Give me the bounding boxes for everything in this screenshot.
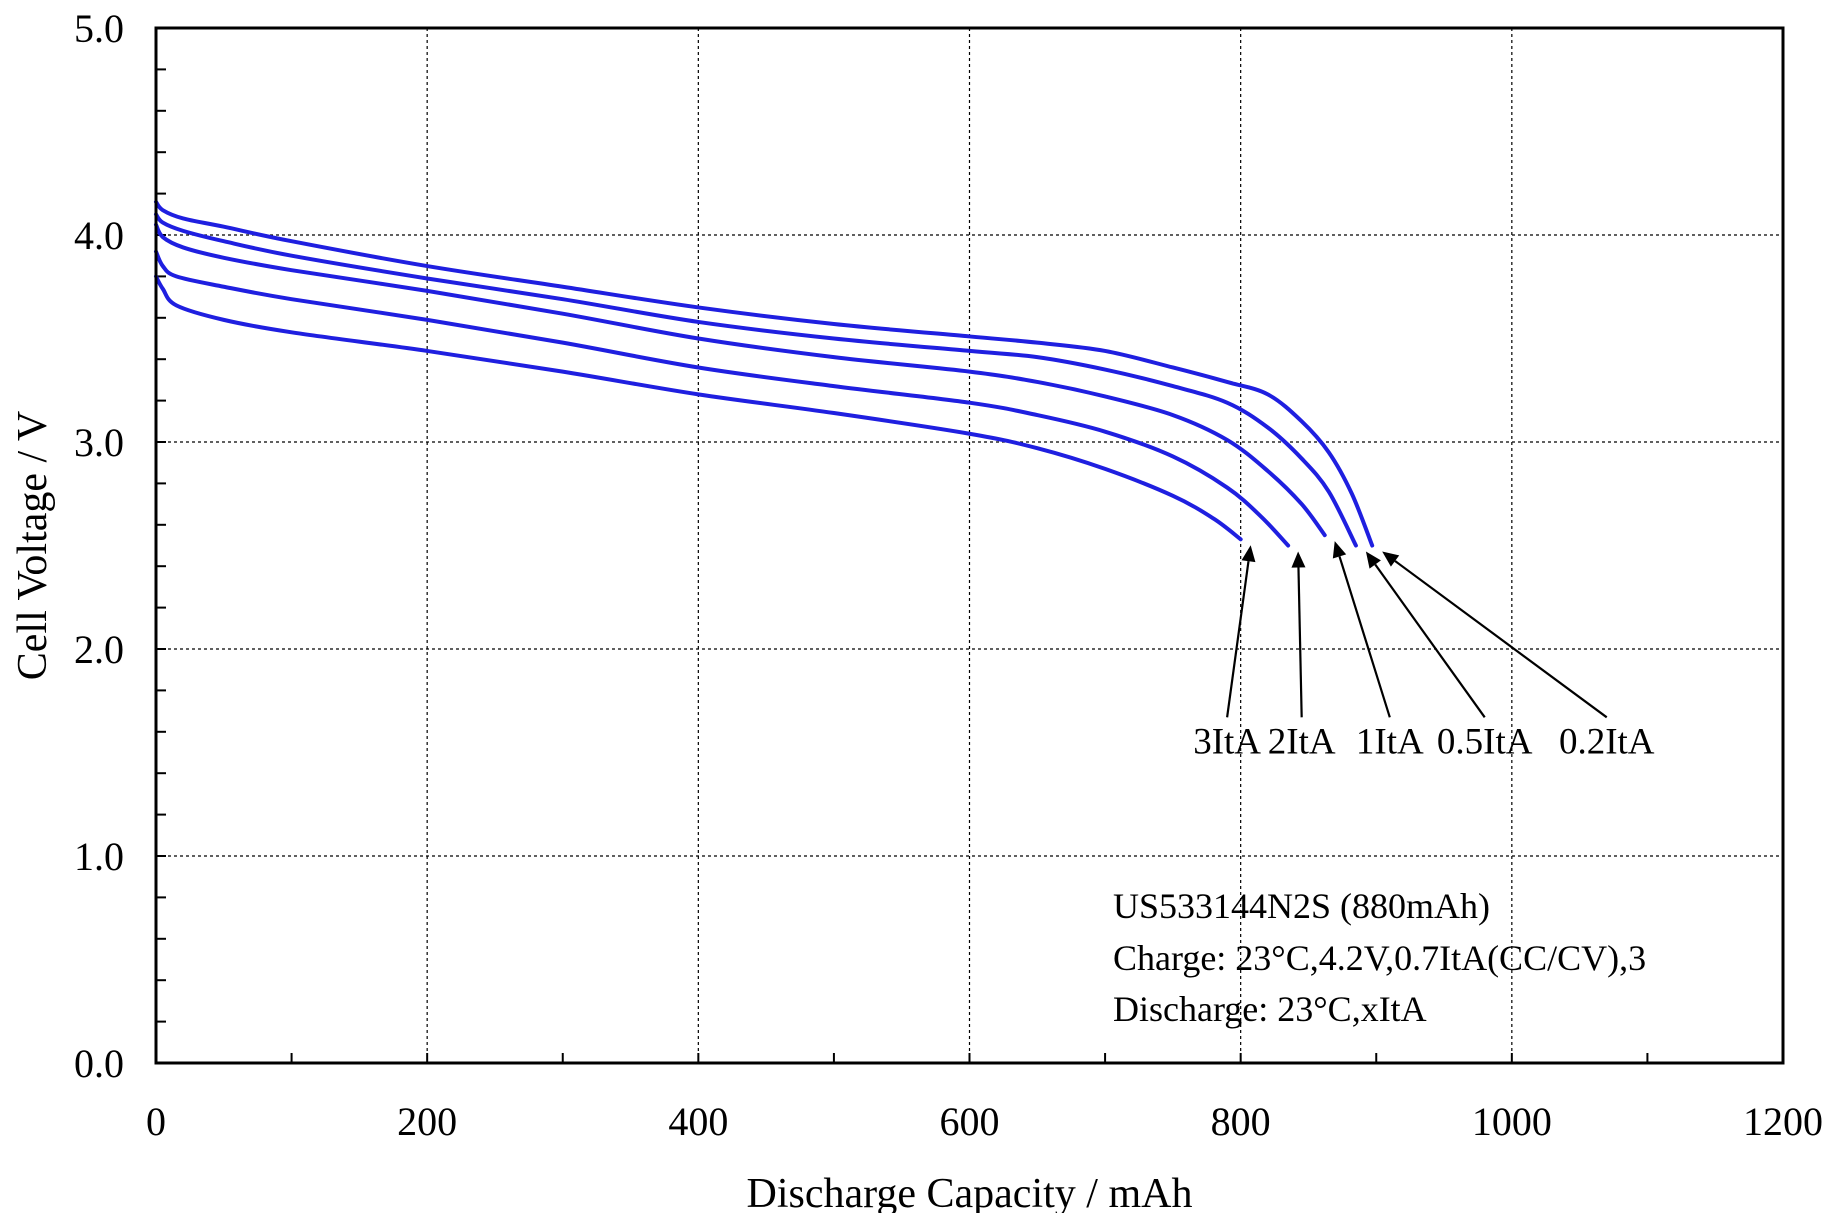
x-tick-label: 400 [668,1099,728,1144]
plot-frame [154,26,1785,1065]
annotation-discharge: Discharge: 23°C,xItA [1113,989,1427,1029]
y-axis-title: Cell Voltage / V [10,411,56,681]
arrow-head-2ItA [1291,551,1306,568]
y-tick-label: 1.0 [74,834,124,879]
test-conditions-annotation: US533144N2S (880mAh) Charge: 23°C,4.2V,0… [1113,886,1646,1029]
arrow-1ItA [1338,556,1391,718]
x-tick-labels: 0 200 400 600 800 1000 1200 [146,1099,1823,1144]
grid-lines [156,28,1783,1063]
series-line-1ItA [154,222,1327,538]
x-axis-title: Discharge Capacity / mAh [747,1171,1193,1213]
y-tick-label: 2.0 [74,627,124,672]
arrow-2ItA [1297,567,1303,718]
series-label-1ItA: 1ItA [1356,721,1424,762]
x-tick-label: 600 [940,1099,1000,1144]
arrow-3ItA [1226,560,1250,718]
arrow-head-3ItA [1241,545,1256,563]
series-label-2ItA: 2ItA [1268,721,1336,762]
arrow-head-0-5ItA [1365,551,1381,569]
series-label-3ItA: 3ItA [1193,721,1261,762]
x-tick-label: 200 [397,1099,457,1144]
arrow-0-5ItA [1374,563,1486,718]
y-tick-label: 0.0 [74,1041,124,1086]
x-tick-label: 1200 [1743,1099,1823,1144]
minor-ticks [155,27,1784,1064]
series-arrows [1226,541,1608,719]
series-label-0-5ItA: 0.5ItA [1437,721,1533,762]
y-tick-labels: 0.0 1.0 2.0 3.0 4.0 5.0 [74,6,124,1086]
y-tick-label: 4.0 [74,213,124,258]
arrow-head-0-2ItA [1382,551,1400,567]
arrow-0-2ItA [1394,560,1608,719]
x-tick-label: 1000 [1472,1099,1552,1144]
x-tick-label: 800 [1211,1099,1271,1144]
annotation-model: US533144N2S (880mAh) [1113,886,1490,926]
x-tick-label: 0 [146,1099,166,1144]
y-tick-label: 3.0 [74,420,124,465]
series-line-3ItA [154,274,1243,542]
annotation-charge: Charge: 23°C,4.2V,0.7ItA(CC/CV),3 [1113,938,1646,978]
series-line-2ItA [154,249,1291,548]
series-line-0-2ItA [154,199,1375,548]
arrow-head-1ItA [1332,541,1347,559]
series-lines [154,199,1375,548]
series-label-0-2ItA: 0.2ItA [1559,721,1655,762]
series-line-0-5ItA [154,212,1358,548]
series-labels: 3ItA 2ItA 1ItA 0.5ItA 0.2ItA [1193,721,1655,762]
y-tick-label: 5.0 [74,6,124,51]
